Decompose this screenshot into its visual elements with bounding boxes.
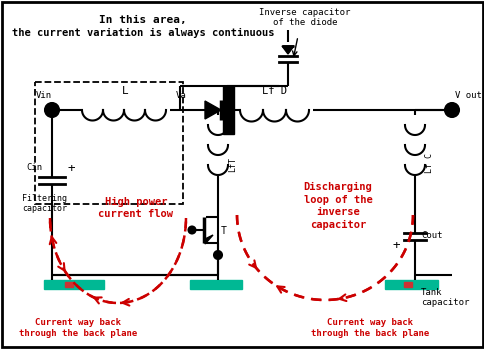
Text: Discharging
loop of the
inverse
capacitor: Discharging loop of the inverse capacito… [303, 183, 372, 230]
Polygon shape [44, 280, 104, 289]
Text: Inverse capacitor
of the diode: Inverse capacitor of the diode [259, 8, 350, 28]
Text: Current way back
through the back plane: Current way back through the back plane [19, 318, 137, 338]
Text: In this area,: In this area, [99, 15, 186, 25]
Circle shape [444, 103, 458, 117]
Text: Filtering
capacitor: Filtering capacitor [22, 194, 67, 213]
Text: Lf C: Lf C [424, 153, 433, 173]
Circle shape [213, 251, 222, 259]
Text: Cout: Cout [420, 230, 441, 239]
Text: LfT: LfT [227, 157, 237, 172]
Polygon shape [281, 46, 293, 54]
Text: V out: V out [454, 91, 481, 100]
Text: Current way back
through the back plane: Current way back through the back plane [310, 318, 428, 338]
Text: +: + [392, 239, 400, 252]
Polygon shape [223, 86, 233, 134]
Text: Vin: Vin [36, 91, 52, 100]
Polygon shape [403, 282, 411, 287]
Polygon shape [205, 101, 221, 119]
Polygon shape [190, 280, 242, 289]
Polygon shape [65, 282, 73, 287]
Polygon shape [205, 235, 212, 244]
Text: T: T [221, 226, 227, 236]
Text: Cin: Cin [26, 163, 42, 172]
Text: Lf D: Lf D [262, 86, 287, 96]
Circle shape [188, 227, 195, 233]
Bar [35, 82, 182, 204]
Text: Tank
capacitor: Tank capacitor [420, 288, 469, 307]
Polygon shape [384, 280, 437, 289]
Text: +: + [68, 162, 76, 175]
Circle shape [45, 103, 59, 117]
Text: the current variation is always continuous: the current variation is always continuo… [12, 28, 273, 38]
Text: High power
current flow: High power current flow [98, 197, 173, 219]
Text: L: L [121, 86, 128, 96]
Text: Va: Va [176, 91, 186, 100]
